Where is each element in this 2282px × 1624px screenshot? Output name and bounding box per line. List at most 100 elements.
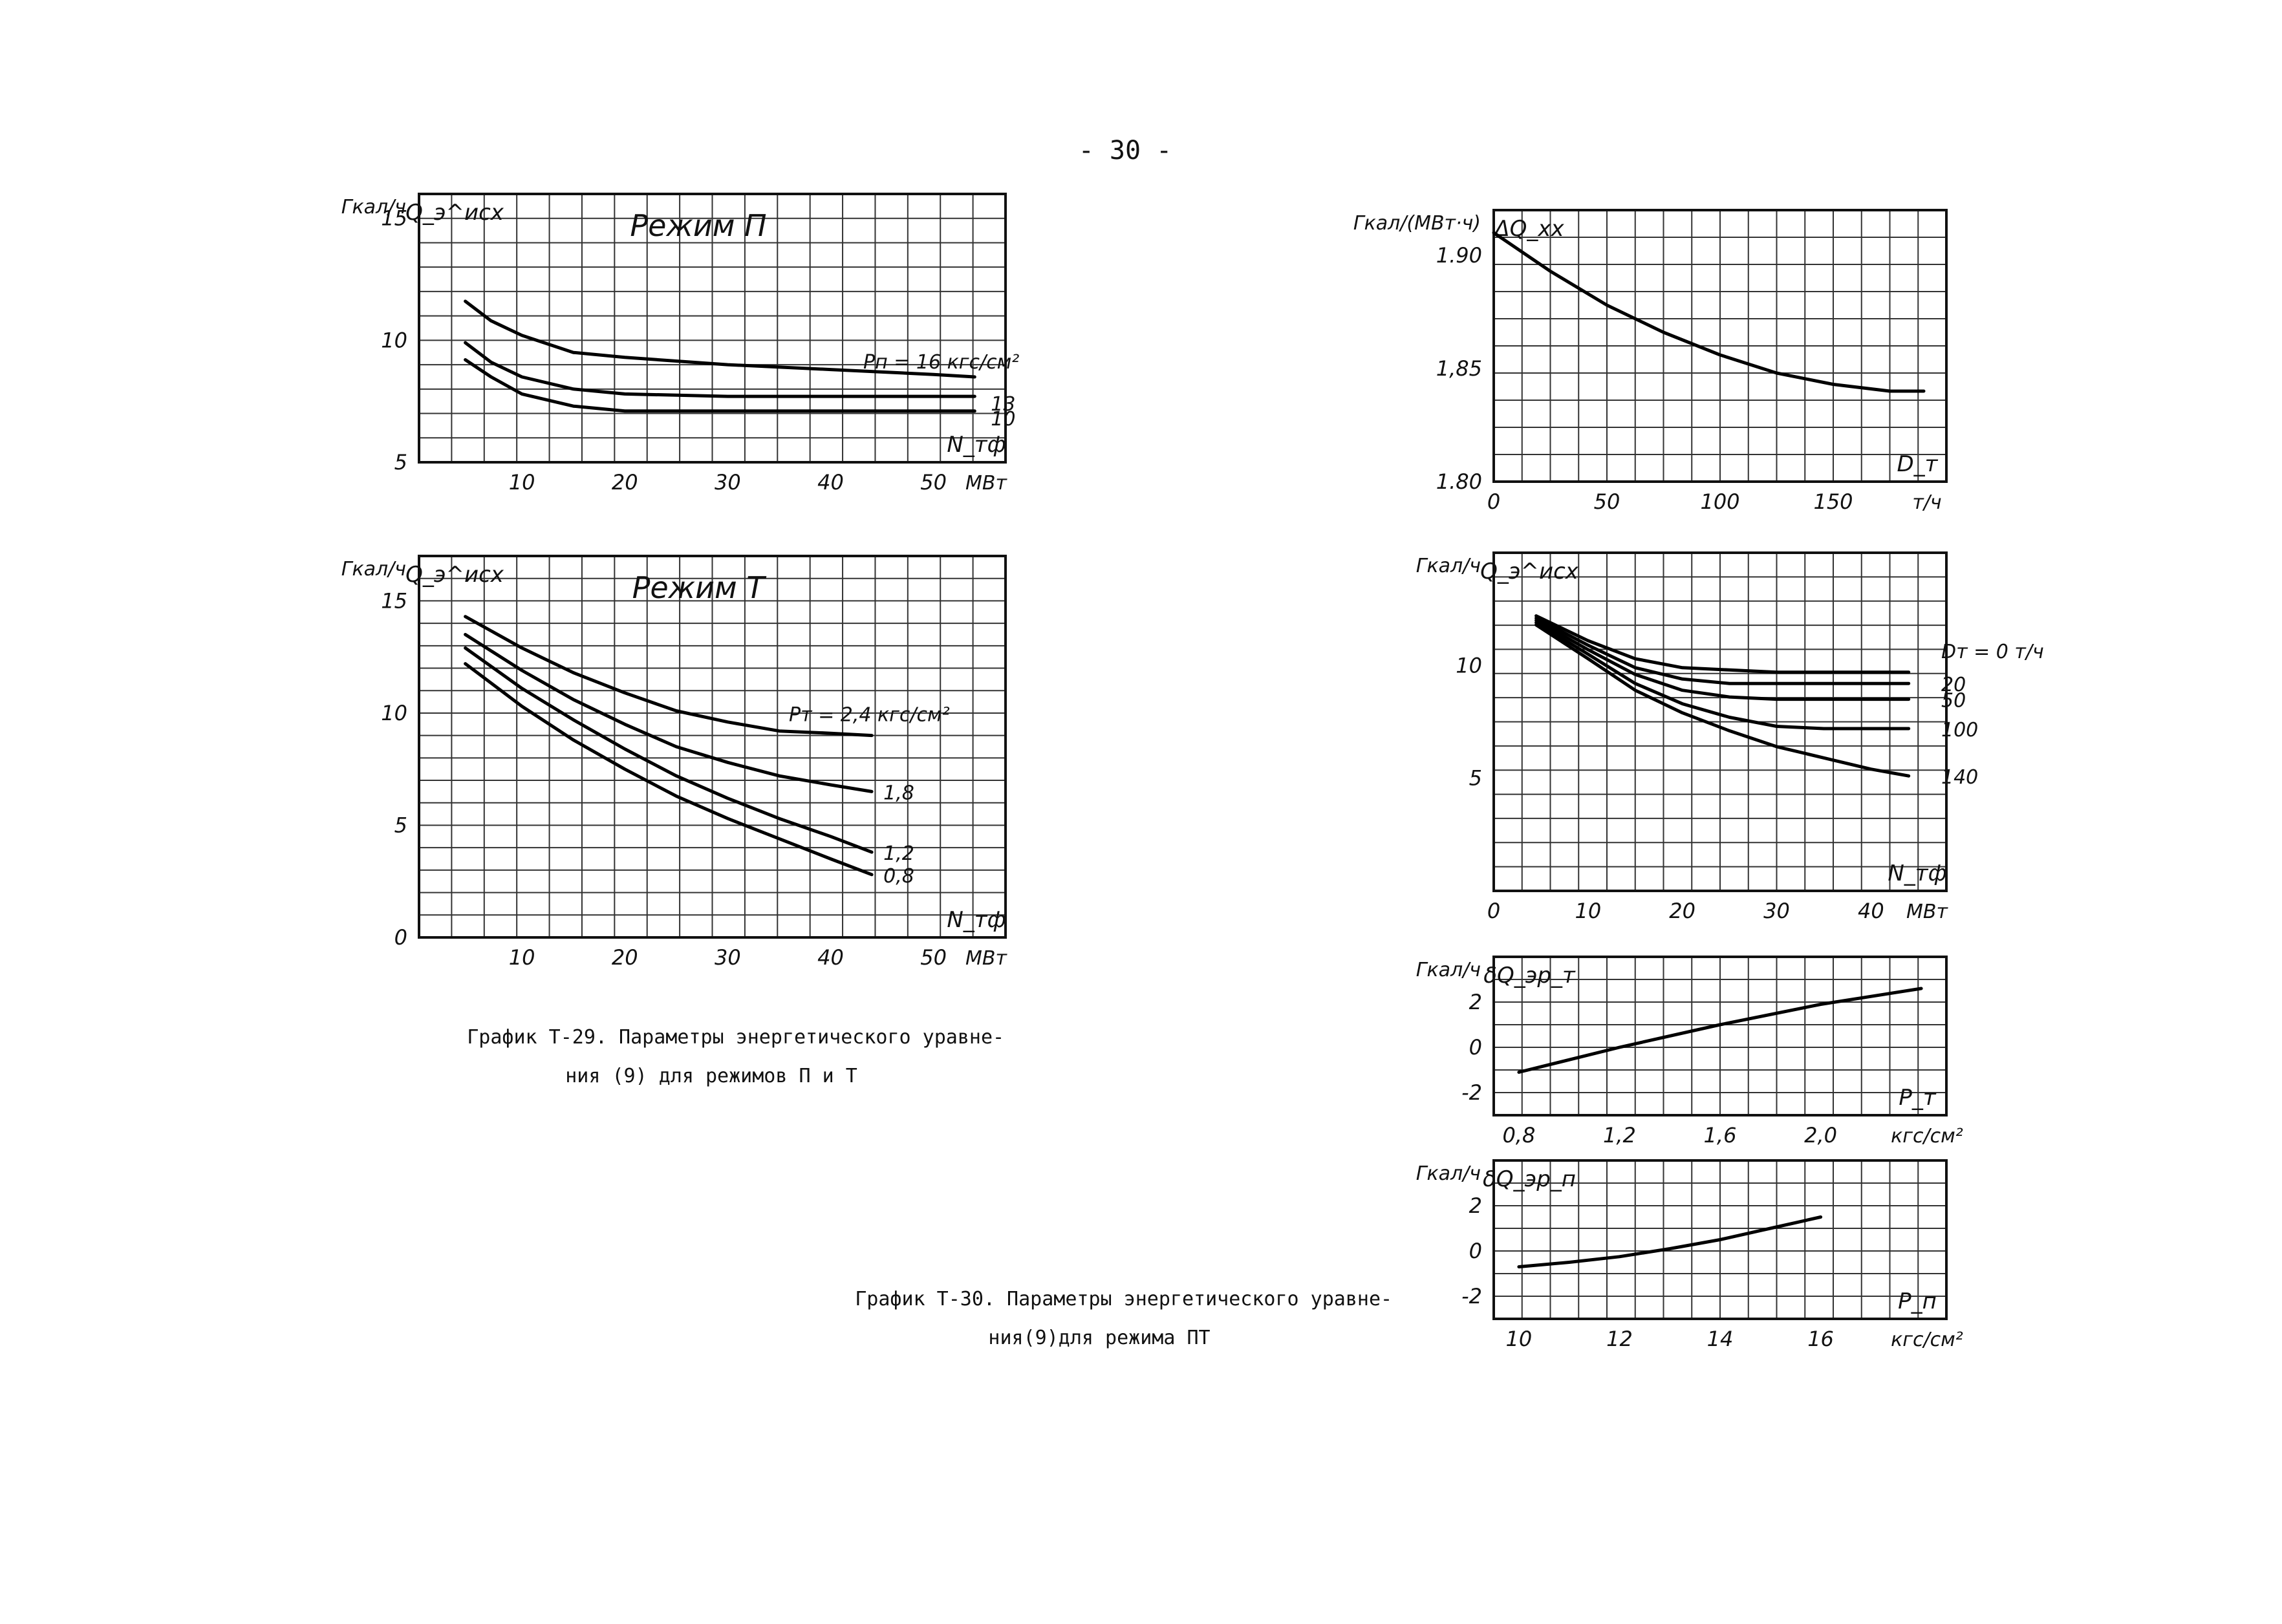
x-tick-label: 40 (817, 470, 844, 495)
caption-graph-t30: График Т-30. Параметры энергетического у… (808, 1270, 1393, 1387)
chart-delta_q_xx: 0 50 100 150 1.80 1,85 1.90 Гкал/(МВт·ч) ΔQ_хх D_… (1353, 209, 1948, 514)
x-tick-label: 100 (1700, 489, 1739, 514)
series-line (1534, 619, 1911, 701)
series-line (464, 662, 874, 877)
x-tick-label: 1,2 (1603, 1123, 1636, 1148)
y-tick-label: 10 (381, 701, 407, 725)
chart-title: Режим П (630, 208, 766, 243)
series-label: 0,8 (883, 865, 914, 888)
y-axis-unit-label: Гкал/ч (341, 558, 406, 581)
series-label: Pп = 16 кгс/см² (863, 351, 1019, 374)
y-axis-unit-label: Гкал/(МВт·ч) (1353, 212, 1481, 235)
grid-pt_mode (1493, 552, 1947, 892)
x-tick-label: 0,8 (1502, 1123, 1535, 1148)
x-axis-quantity-label: N_тф (1888, 860, 1946, 886)
plot-frame (418, 193, 1007, 464)
y-axis-quantity-label: Q_э^исх (1480, 559, 1579, 584)
grid-t_mode (418, 555, 1006, 938)
series-line (464, 633, 874, 793)
x-tick-label: 30 (715, 945, 741, 970)
caption-t29-line2: ния (9) для режимов П и Т (565, 1065, 857, 1087)
plot-frame (1492, 209, 1948, 483)
series-line (1534, 616, 1911, 685)
chart-t_mode: 10 20 30 40 50 0 5 10 15 Гкал/ч Q_э^исх N_тф МВт Режи… (341, 555, 1007, 970)
x-tick-label: 20 (1669, 899, 1695, 923)
x-tick-label: 50 (1594, 489, 1620, 514)
series-label: 50 (1941, 690, 1966, 712)
grid-delta_q_xx (1493, 209, 1947, 482)
y-axis-quantity-label: δQ_эр_п (1483, 1166, 1576, 1192)
x-tick-label: 0 (1487, 899, 1500, 923)
y-axis-unit-label: Гкал/ч (1416, 1162, 1481, 1185)
x-tick-label: 20 (612, 470, 638, 495)
grid-delta_q_pt (1493, 956, 1947, 1116)
x-axis-quantity-label: P_т (1899, 1085, 1937, 1111)
chart-title: Режим Т (632, 570, 768, 605)
x-tick-label: 50 (920, 470, 947, 495)
x-tick-label: 14 (1707, 1327, 1734, 1351)
x-axis-unit-label: кгс/см² (1891, 1329, 1963, 1351)
series-label: 20 (1941, 674, 1966, 696)
x-tick-label: 10 (509, 945, 535, 970)
series-line (464, 358, 976, 413)
y-axis-quantity-label: Q_э^исх (405, 562, 504, 588)
series-label: 13 (991, 393, 1015, 416)
series-label: 1,2 (883, 842, 914, 865)
y-tick-label: 2 (1469, 1193, 1482, 1218)
series-line (1517, 1215, 1823, 1268)
y-axis-unit-label: Гкал/ч (341, 196, 406, 219)
series-label: Pт = 2,4 кгс/см² (789, 704, 950, 727)
series-line (1534, 614, 1911, 674)
y-tick-label: -2 (1461, 1284, 1482, 1309)
series-line (1534, 621, 1911, 731)
series-line (464, 615, 874, 738)
caption-graph-t29: График Т-29. Параметры энергетического у… (420, 1009, 1005, 1125)
y-tick-label: 10 (1456, 653, 1482, 678)
x-axis-unit-label: т/ч (1912, 491, 1941, 514)
x-axis-unit-label: МВт (965, 947, 1007, 970)
series-label: Dт = 0 т/ч (1941, 641, 2044, 663)
x-tick-label: 30 (1763, 899, 1790, 923)
x-axis-unit-label: кгс/см² (1891, 1125, 1963, 1148)
caption-t29-line1: График Т-29. Параметры энергетического у… (467, 1026, 1005, 1049)
y-axis-quantity-label: Q_э^исх (405, 200, 504, 226)
caption-t30-line2: ния(9)для режима ПТ (988, 1327, 1211, 1349)
y-tick-label: 15 (381, 206, 407, 231)
y-tick-label: -2 (1461, 1080, 1482, 1105)
y-axis-unit-label: Гкал/ч (1416, 555, 1481, 577)
x-axis-quantity-label: N_тф (947, 907, 1006, 933)
y-tick-label: 2 (1469, 990, 1482, 1014)
x-tick-label: 2,0 (1804, 1123, 1837, 1148)
y-tick-label: 5 (1469, 766, 1482, 791)
x-tick-label: 16 (1807, 1327, 1834, 1351)
series-line (464, 299, 976, 379)
x-tick-label: 0 (1487, 489, 1500, 514)
x-axis-unit-label: МВт (1906, 901, 1948, 923)
y-axis-quantity-label: ΔQ_хх (1492, 216, 1564, 242)
x-tick-label: 12 (1606, 1327, 1633, 1351)
chart-pt_mode: 0 10 20 30 40 5 10 Гкал/ч Q_э^исх N_тф МВт Dт = 0 т… (1416, 551, 2044, 923)
series-line (464, 646, 874, 854)
y-tick-label: 0 (1469, 1239, 1482, 1263)
y-tick-label: 10 (381, 328, 407, 352)
x-tick-label: 40 (817, 945, 844, 970)
x-axis-quantity-label: D_т (1897, 451, 1939, 477)
series-line (1534, 623, 1911, 778)
y-tick-label: 1.80 (1436, 469, 1482, 494)
x-tick-label: 10 (1575, 899, 1601, 923)
page-number: - 30 - (1078, 136, 1172, 166)
series-label: 140 (1941, 766, 1978, 789)
series-line (1517, 987, 1923, 1074)
x-tick-label: 1,6 (1704, 1123, 1737, 1148)
series-label: 10 (991, 408, 1015, 431)
plot-frame (418, 555, 1007, 939)
x-axis-quantity-label: N_тф (947, 432, 1006, 458)
x-axis-quantity-label: P_п (1898, 1288, 1937, 1314)
caption-t30-line1: График Т-30. Параметры энергетического у… (855, 1288, 1393, 1310)
y-tick-label: 5 (394, 450, 407, 475)
series-line (1492, 231, 1926, 393)
x-tick-label: 50 (920, 945, 947, 970)
y-axis-quantity-label: δQ_эр_т (1483, 963, 1576, 988)
